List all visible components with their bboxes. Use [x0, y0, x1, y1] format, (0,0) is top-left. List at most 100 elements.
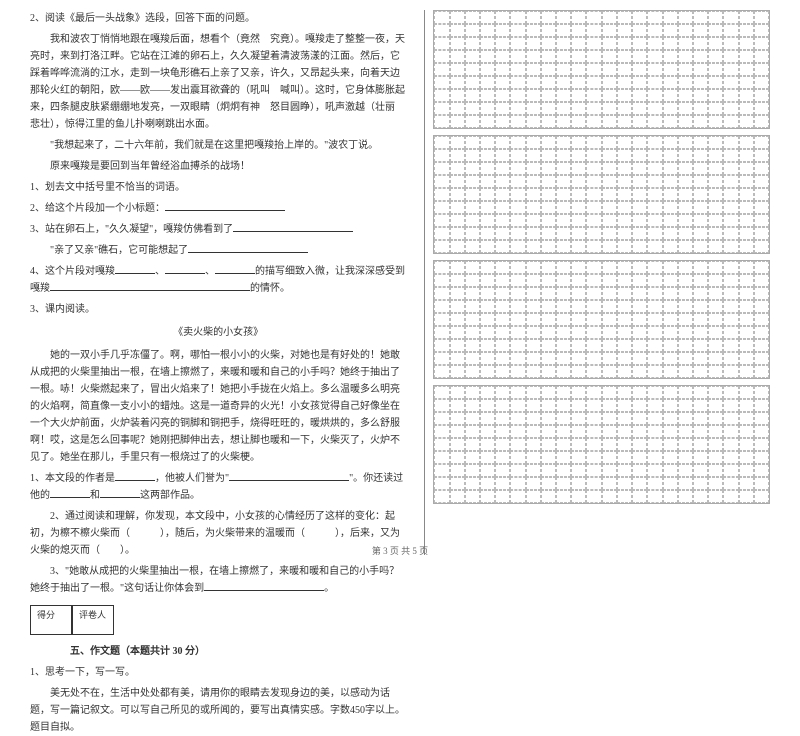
- grid-cell: [495, 399, 510, 412]
- grid-cell: [450, 326, 465, 339]
- grid-cell: [556, 313, 571, 326]
- grid-cell: [708, 102, 723, 115]
- grid-cell: [678, 89, 693, 102]
- grid-cell: [602, 24, 617, 37]
- grid-cell: [754, 240, 769, 253]
- grid-cell: [632, 399, 647, 412]
- grid-cell: [434, 261, 449, 274]
- grid-cell: [739, 201, 754, 214]
- grid-cell: [739, 24, 754, 37]
- grid-cell: [754, 313, 769, 326]
- grid-cell: [647, 386, 662, 399]
- grid-cell: [739, 386, 754, 399]
- grid-cell: [602, 102, 617, 115]
- grid-cell: [465, 50, 480, 63]
- grid-cell: [632, 425, 647, 438]
- grid-cell: [571, 451, 586, 464]
- grid-cell: [678, 490, 693, 503]
- grid-cell: [739, 115, 754, 128]
- grid-cell: [495, 136, 510, 149]
- grid-cell: [495, 11, 510, 24]
- grid-cell: [465, 89, 480, 102]
- grid-cell: [678, 438, 693, 451]
- grid-cell: [754, 451, 769, 464]
- grid-cell: [526, 326, 541, 339]
- grid-cell: [541, 76, 556, 89]
- grid-cell: [739, 326, 754, 339]
- grid-cell: [556, 352, 571, 365]
- grid-cell: [571, 115, 586, 128]
- p2-q3: 3、"她敢从成把的火柴里抽出一根，在墙上擦燃了，来暖和暖和自己的小手吗？她终于抽…: [30, 563, 406, 597]
- essay-q: 1、思考一下，写一写。: [30, 664, 406, 681]
- grid-cell: [602, 11, 617, 24]
- grid-cell: [708, 300, 723, 313]
- grid-cell: [450, 201, 465, 214]
- grid-cell: [647, 188, 662, 201]
- grid-cell: [556, 274, 571, 287]
- grid-cell: [632, 227, 647, 240]
- grid-cell: [693, 300, 708, 313]
- grid-cell: [465, 287, 480, 300]
- grid-cell: [754, 24, 769, 37]
- grid-cell: [526, 37, 541, 50]
- grid-cell: [602, 50, 617, 63]
- grid-cell: [556, 102, 571, 115]
- grid-cell: [602, 451, 617, 464]
- grid-cell: [663, 352, 678, 365]
- grid-cell: [723, 386, 738, 399]
- grid-cell: [693, 89, 708, 102]
- grid-cell: [571, 50, 586, 63]
- grid-cell: [708, 24, 723, 37]
- grid-cell: [723, 326, 738, 339]
- grid-cell: [541, 24, 556, 37]
- grid-cell: [602, 136, 617, 149]
- grid-cell: [678, 339, 693, 352]
- grid-cell: [450, 136, 465, 149]
- grid-cell: [556, 24, 571, 37]
- grid-cell: [495, 240, 510, 253]
- grid-cell: [510, 63, 525, 76]
- grid-cell: [663, 201, 678, 214]
- grid-cell: [510, 412, 525, 425]
- grid-cell: [571, 365, 586, 378]
- grid-cell: [754, 365, 769, 378]
- grid-cell: [480, 451, 495, 464]
- grid-cell: [617, 240, 632, 253]
- sub2-text: 2、给这个片段加一个小标题：: [30, 203, 165, 214]
- grid-cell: [480, 464, 495, 477]
- grid-cell: [602, 425, 617, 438]
- grid-cell: [480, 11, 495, 24]
- grid-cell: [647, 477, 662, 490]
- grid-cell: [526, 274, 541, 287]
- grid-cell: [495, 102, 510, 115]
- grid-cell: [678, 162, 693, 175]
- grid-cell: [541, 326, 556, 339]
- grid-cell: [647, 464, 662, 477]
- grid-cell: [556, 76, 571, 89]
- blank-9: [229, 470, 349, 481]
- grid-cell: [693, 188, 708, 201]
- grid-cell: [708, 50, 723, 63]
- grid-cell: [647, 365, 662, 378]
- grid-cell: [541, 214, 556, 227]
- grid-cell: [693, 214, 708, 227]
- grid-cell: [510, 214, 525, 227]
- grid-cell: [632, 287, 647, 300]
- q2-header: 2、阅读《最后一头战象》选段，回答下面的问题。: [30, 10, 406, 27]
- grid-cell: [632, 162, 647, 175]
- grid-cell: [693, 162, 708, 175]
- grid-cell: [434, 89, 449, 102]
- grid-cell: [450, 438, 465, 451]
- grid-cell: [754, 425, 769, 438]
- sub-q3: 3、站在卵石上，"久久凝望"，嘎羧仿佛看到了: [30, 221, 406, 238]
- grid-cell: [526, 425, 541, 438]
- grid-cell: [632, 477, 647, 490]
- grid-cell: [617, 37, 632, 50]
- grid-cell: [450, 175, 465, 188]
- grid-cell: [465, 339, 480, 352]
- grid-cell: [663, 490, 678, 503]
- grid-cell: [526, 201, 541, 214]
- grid-cell: [480, 339, 495, 352]
- grid-cell: [632, 149, 647, 162]
- grid-cell: [647, 37, 662, 50]
